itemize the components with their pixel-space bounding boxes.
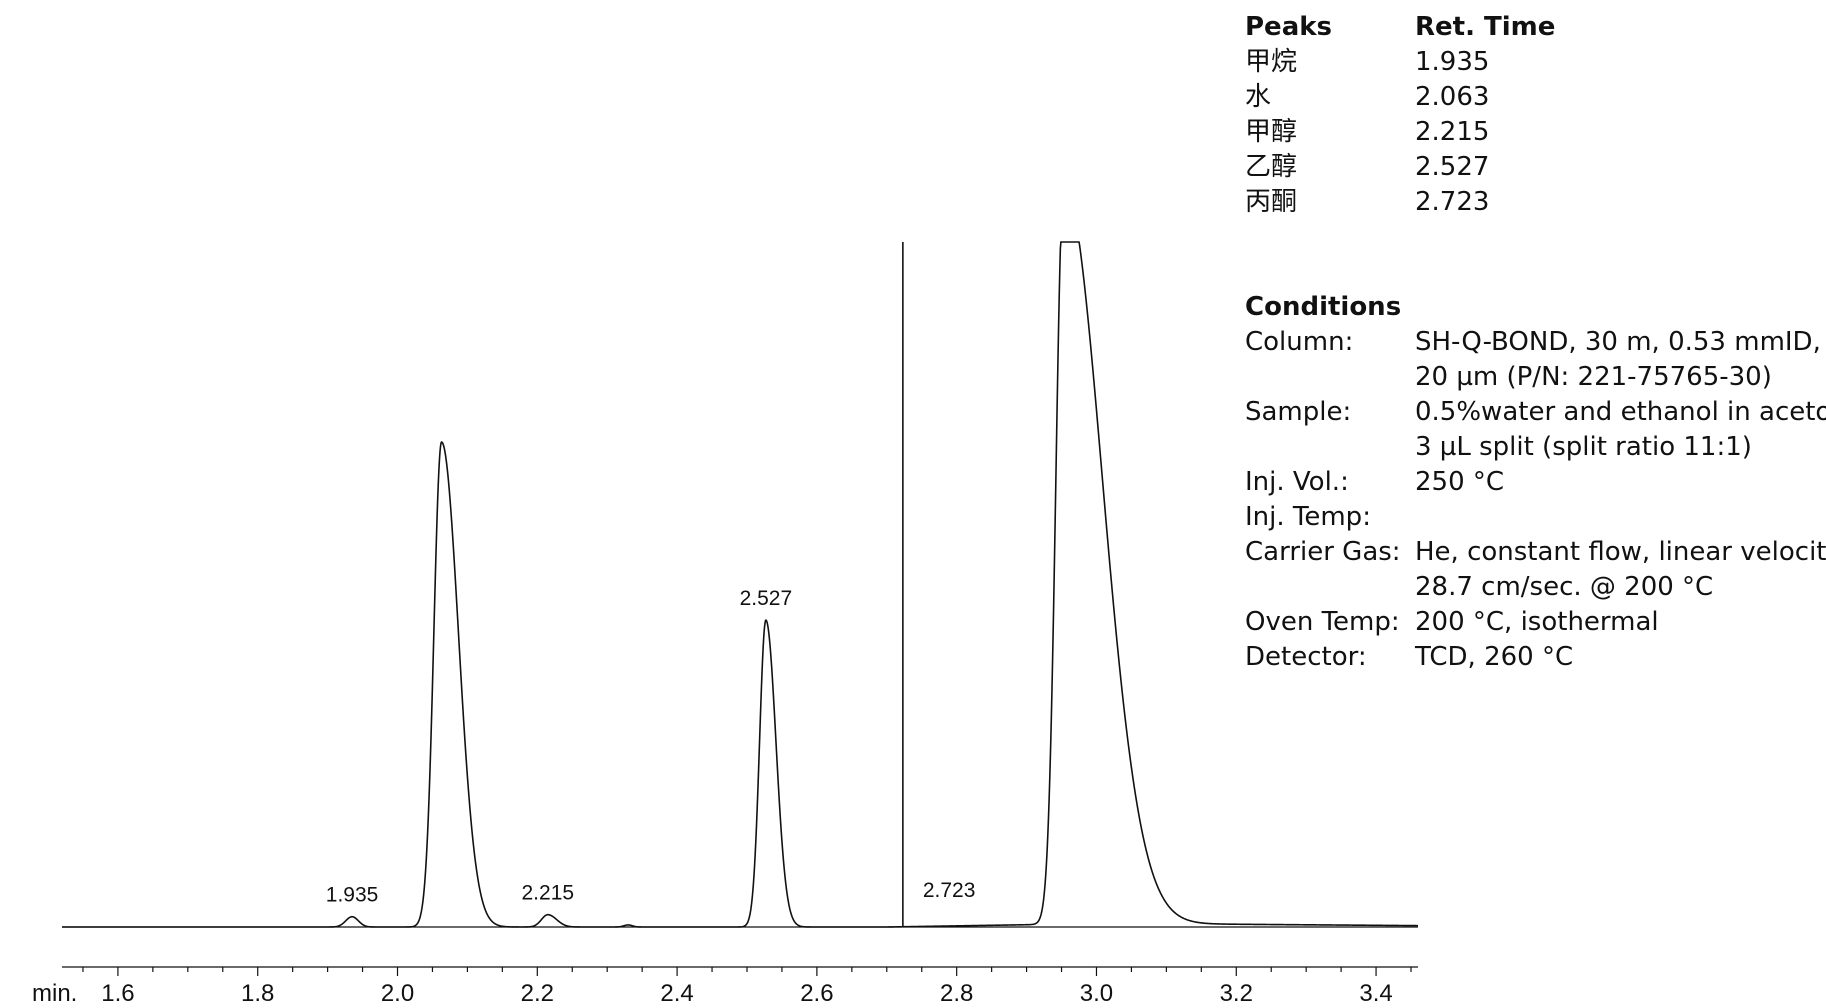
peak-row: 甲烷 1.935 (1245, 45, 1489, 80)
x-tick-label: 1.6 (101, 980, 134, 1007)
peak-name: 甲醇 (1245, 117, 1298, 147)
condition-key: Column: (1245, 327, 1354, 357)
condition-row: Column: SH-Q-BOND, 30 m, 0.53 mmID, (1245, 325, 1821, 360)
x-tick-label: 2.0 (381, 980, 414, 1007)
x-tick-label: 3.2 (1220, 980, 1253, 1007)
peak-row: 乙醇 2.527 (1245, 150, 1489, 185)
condition-row: Inj. Vol.: 250 °C (1245, 465, 1820, 500)
peak-time: 2.723 (1415, 187, 1490, 217)
x-tick-label: 2.2 (521, 980, 554, 1007)
condition-value: 250 °C (1415, 467, 1505, 497)
conditions-panel: Conditions Column: SH-Q-BOND, 30 m, 0.53… (1245, 290, 1826, 675)
condition-row: Sample: 0.5%water and ethanol in acetone (1245, 395, 1826, 430)
conditions-title-text: Conditions (1245, 292, 1402, 322)
conditions-title: Conditions (1245, 290, 1820, 325)
condition-value: SH-Q-BOND, 30 m, 0.53 mmID, (1415, 327, 1821, 357)
x-tick-label: 3.0 (1080, 980, 1113, 1007)
condition-value: 3 µL split (split ratio 11:1) (1415, 432, 1752, 462)
peak-name: 丙酮 (1245, 187, 1298, 217)
x-tick-label: 2.6 (800, 980, 833, 1007)
condition-key: Sample: (1245, 397, 1352, 427)
peaks-header-name: Peaks (1245, 12, 1333, 42)
condition-row: 3 µL split (split ratio 11:1) (1245, 430, 1820, 465)
condition-key: Detector: (1245, 642, 1367, 672)
peak-labels: 1.935 2.215 2.527 2.723 (326, 587, 976, 907)
condition-value: 200 °C, isothermal (1415, 607, 1659, 637)
x-axis-ticks: 1.6 1.8 2.0 2.2 2.4 2.6 2.8 3.0 3.2 3.4 (82, 967, 1412, 1007)
peak-time: 1.935 (1415, 47, 1490, 77)
condition-value: TCD, 260 °C (1415, 642, 1574, 672)
condition-row: 20 µm (P/N: 221-75765-30) (1245, 360, 1820, 395)
condition-key: Oven Temp: (1245, 607, 1400, 637)
x-tick-label: 1.8 (241, 980, 274, 1007)
peak-time: 2.063 (1415, 82, 1490, 112)
peak-row: 水 2.063 (1245, 80, 1489, 115)
chromatogram-trace (62, 241, 1418, 928)
x-axis-title: min. (32, 980, 77, 1007)
peak-name: 乙醇 (1245, 152, 1298, 182)
condition-key: Carrier Gas: (1245, 537, 1401, 567)
peak-label: 1.935 (326, 884, 379, 907)
x-tick-label: 2.4 (660, 980, 693, 1007)
condition-row: Detector: TCD, 260 °C (1245, 640, 1820, 675)
peak-label: 2.527 (740, 587, 793, 610)
condition-row: 28.7 cm/sec. @ 200 °C (1245, 570, 1820, 605)
x-tick-label: 2.8 (940, 980, 973, 1007)
peaks-table-header: Peaks Ret. Time (1245, 10, 1555, 45)
condition-value: 28.7 cm/sec. @ 200 °C (1415, 572, 1714, 602)
condition-value: 20 µm (P/N: 221-75765-30) (1415, 362, 1772, 392)
condition-row: Carrier Gas: He, constant flow, linear v… (1245, 535, 1826, 570)
peak-row: 丙酮 2.723 (1245, 185, 1489, 220)
peaks-header-time: Ret. Time (1415, 12, 1556, 42)
condition-row: Oven Temp: 200 °C, isothermal (1245, 605, 1820, 640)
peak-time: 2.215 (1415, 117, 1490, 147)
retention-marker-label: 2.723 (923, 879, 976, 902)
peak-name: 水 (1245, 82, 1272, 112)
condition-key: Inj. Temp: (1245, 502, 1371, 532)
condition-key: Inj. Vol.: (1245, 467, 1349, 497)
condition-value: 0.5%water and ethanol in acetone (1415, 397, 1826, 427)
condition-row: Inj. Temp: (1245, 500, 1820, 535)
peak-name: 甲烷 (1245, 47, 1298, 77)
condition-value: He, constant flow, linear velocity (1415, 537, 1826, 567)
x-tick-label: 3.4 (1359, 980, 1392, 1007)
peak-label: 2.215 (522, 882, 575, 905)
peak-row: 甲醇 2.215 (1245, 115, 1489, 150)
peaks-table: Peaks Ret. Time 甲烷 1.935 水 2.063 甲醇 2.21… (1245, 10, 1555, 220)
peak-time: 2.527 (1415, 152, 1490, 182)
